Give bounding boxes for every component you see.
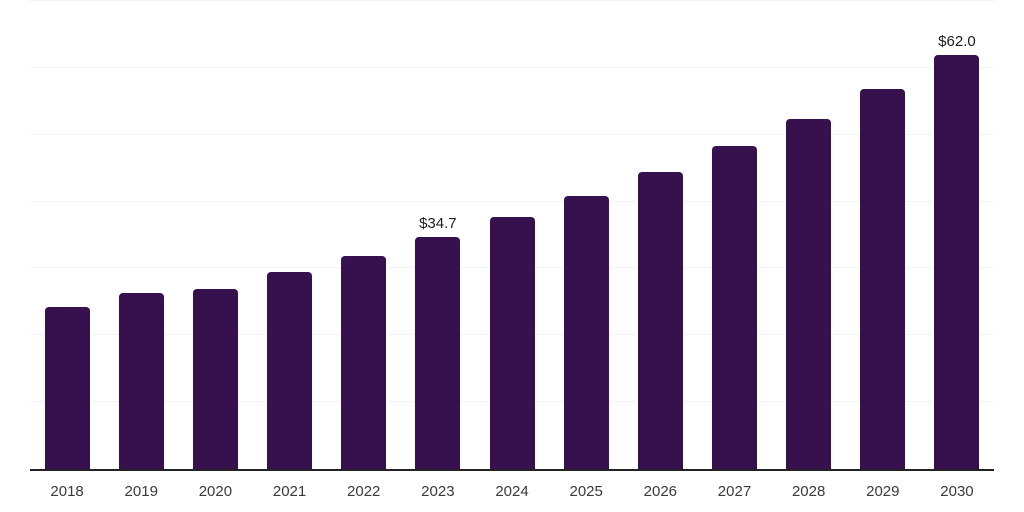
- bar-slot-2022: [327, 1, 401, 469]
- bar-2025: [563, 195, 609, 469]
- bar-2018: [44, 306, 90, 469]
- bar-slot-2023: $34.7: [401, 1, 475, 469]
- x-tick-label-2029: 2029: [866, 483, 900, 500]
- bar-slot-2020: [178, 1, 252, 469]
- bar-series: $34.7 $62.0: [30, 1, 994, 469]
- bar-2020: [192, 288, 238, 469]
- bar-2021: [267, 272, 313, 469]
- bar-value-label-2023: $34.7: [419, 215, 457, 233]
- bar-2028: [786, 119, 832, 469]
- bar-2024: [489, 216, 535, 469]
- bar-slot-2028: [772, 1, 846, 469]
- bar-slot-2029: [846, 1, 920, 469]
- gridline: [30, 66, 994, 68]
- x-tick-label-2020: 2020: [198, 483, 233, 500]
- x-tick-label-2027: 2027: [717, 483, 752, 500]
- gridline: [30, 133, 994, 135]
- bar-2030: [934, 54, 980, 469]
- plot-area: $34.7 $62.0: [30, 0, 994, 471]
- bar-slot-2027: [697, 1, 771, 469]
- bar-slot-2018: [30, 1, 104, 469]
- x-tick-label-2023: 2023: [421, 483, 455, 500]
- x-tick-label-2025: 2025: [569, 483, 603, 500]
- bar-2023: [415, 237, 461, 469]
- bar-slot-2024: [475, 1, 549, 469]
- bar-2027: [711, 146, 757, 469]
- bar-slot-2025: [549, 1, 623, 469]
- x-tick-label-2030: 2030: [940, 483, 974, 500]
- bar-2022: [341, 255, 387, 469]
- bar-slot-2019: [104, 1, 178, 469]
- bar-2019: [118, 293, 164, 469]
- gridline: [30, 0, 994, 1]
- x-tick-label-2018: 2018: [50, 483, 84, 500]
- x-tick-label-2026: 2026: [643, 483, 678, 500]
- bar-slot-2021: [252, 1, 326, 469]
- x-axis-tick-labels: 2018 2019 2020 2021 2022 2023 2024 2025 2026 2027…: [30, 483, 994, 500]
- x-tick-label-2019: 2019: [124, 483, 158, 500]
- x-tick-label-2028: 2028: [791, 483, 826, 500]
- bar-2029: [860, 88, 906, 469]
- bar-slot-2026: [623, 1, 697, 469]
- bar-2026: [637, 171, 683, 469]
- bar-slot-2030: $62.0: [920, 1, 994, 469]
- x-tick-label-2021: 2021: [272, 483, 307, 500]
- bar-value-label-2030: $62.0: [938, 32, 976, 50]
- x-tick-label-2024: 2024: [495, 483, 529, 500]
- x-tick-label-2022: 2022: [347, 483, 381, 500]
- gridline: [30, 200, 994, 202]
